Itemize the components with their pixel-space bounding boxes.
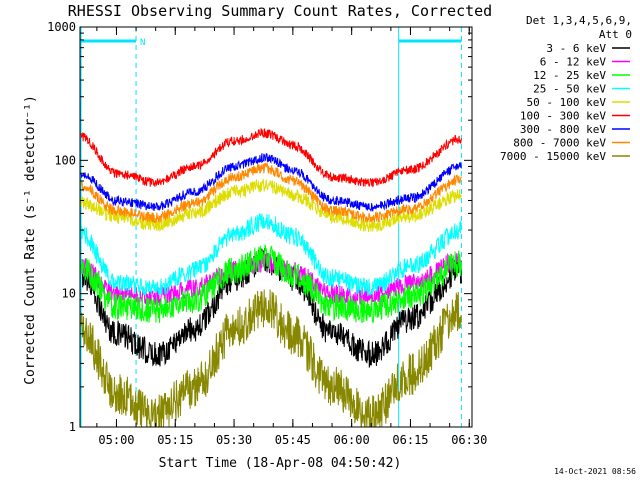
series-line <box>80 162 462 223</box>
y-tick-label: 1 <box>69 420 76 434</box>
y-tick-label: 1000 <box>47 20 76 34</box>
legend-title-line-2: Att 0 <box>599 28 632 41</box>
y-tick-label: 10 <box>62 287 76 301</box>
legend-entry-label: 6 - 12 keV <box>540 56 607 69</box>
legend-entry-label: 50 - 100 keV <box>527 96 607 109</box>
plot-frame <box>79 26 473 428</box>
flag-label: N <box>140 38 145 48</box>
legend-entry-label: 25 - 50 keV <box>533 83 606 96</box>
legend-entry-label: 12 - 25 keV <box>533 69 606 82</box>
x-tick-label: 06:00 <box>334 433 370 447</box>
series-line <box>80 153 462 213</box>
series-line <box>80 127 462 188</box>
legend-entry-label: 3 - 6 keV <box>546 42 606 55</box>
x-tick-label: 05:00 <box>98 433 134 447</box>
y-tick-label: 100 <box>54 153 76 167</box>
y-axis: 1 10 100 1000 <box>47 20 472 434</box>
x-tick-label: 06:15 <box>392 433 428 447</box>
legend-entry-label: 7000 - 15000 keV <box>500 150 606 163</box>
y-axis-label: Corrected Count Rate (s⁻¹ detector⁻¹) <box>23 95 38 385</box>
series-layer <box>80 127 462 428</box>
x-tick-label: 05:45 <box>275 433 311 447</box>
x-axis: 05:00 05:15 05:30 05:45 06:00 06:15 06:30 <box>96 27 487 447</box>
legend-entry-label: 800 - 7000 keV <box>513 137 606 150</box>
x-tick-label: 05:15 <box>157 433 193 447</box>
series-line <box>80 244 462 324</box>
legend-entry-label: 100 - 300 keV <box>520 110 606 123</box>
series-line <box>80 289 462 428</box>
timestamp: 14-Oct-2021 08:56 <box>554 467 636 476</box>
x-tick-label: 06:30 <box>451 433 487 447</box>
legend-title-line-1: Det 1,3,4,5,6,9, <box>526 14 632 27</box>
series-line <box>80 213 462 297</box>
x-axis-label: Start Time (18-Apr-08 04:50:42) <box>159 456 402 471</box>
legend-entry-label: 300 - 800 keV <box>520 123 606 136</box>
x-tick-label: 05:30 <box>216 433 252 447</box>
series-line <box>80 252 462 306</box>
flag-bars: N <box>80 27 462 427</box>
chart-title: RHESSI Observing Summary Count Rates, Co… <box>68 2 492 20</box>
